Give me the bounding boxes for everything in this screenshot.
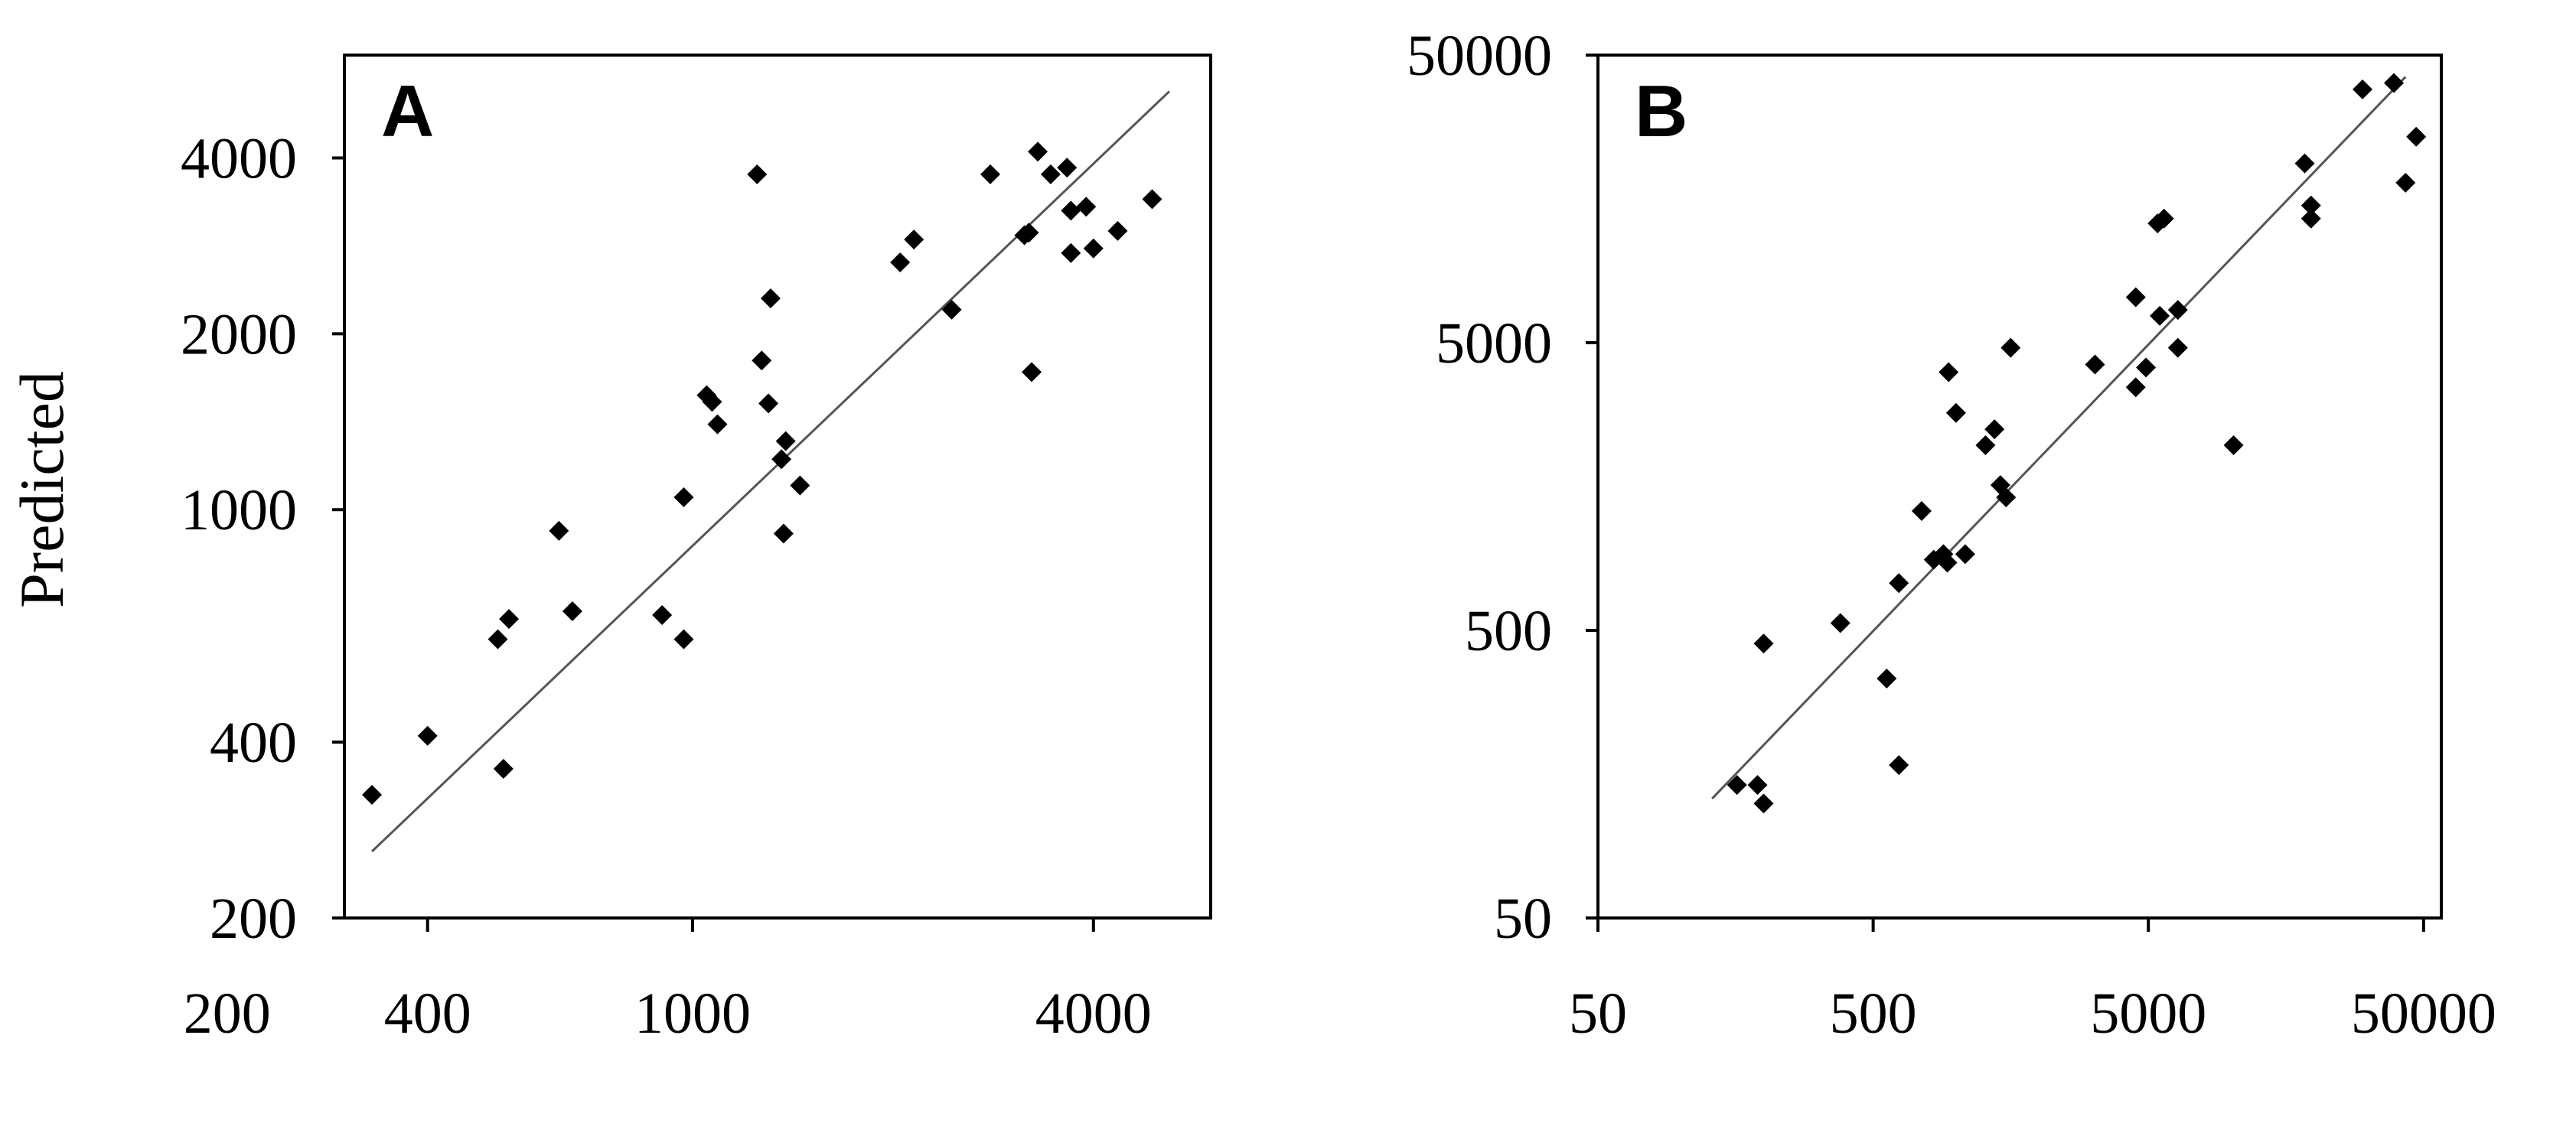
panel-b-data-point-16: [1984, 419, 2005, 440]
panel-b-data-point-36: [2406, 126, 2427, 147]
panel-a-data-point-9: [673, 629, 694, 649]
panel-a-y-tick-label-1: 400: [210, 711, 297, 775]
panel-b-y-tick-label-0: 50: [1494, 887, 1552, 951]
panel-a-data-point-28: [1028, 142, 1048, 162]
panel-a-y-axis-title: Predicted: [7, 371, 77, 608]
panel-b-data-point-18: [1996, 487, 2017, 508]
panel-b-data-point-19: [2000, 337, 2021, 358]
panel-b-data-point-0: [1727, 775, 1747, 796]
panel-a-data-point-22: [904, 229, 924, 250]
panel-a-data-point-34: [1083, 238, 1104, 259]
panel-a-points: [362, 142, 1162, 805]
panel-b-data-point-1: [1747, 775, 1768, 796]
panel-a-frame: [343, 54, 1212, 920]
panel-a-data-point-3: [493, 759, 514, 780]
panel-a-data-point-15: [758, 393, 779, 414]
panel-a: A Predicted 200 400 1000 4000 200 400 1000 2000…: [7, 54, 1212, 1046]
panel-a-data-point-1: [417, 725, 438, 746]
panel-b-points: [1727, 73, 2427, 814]
panel-b-data-point-34: [2384, 73, 2405, 93]
panel-b-x-tick-label-2: 5000: [2090, 981, 2206, 1046]
panel-b-data-point-26: [2154, 208, 2174, 229]
panel-a-data-point-11: [702, 392, 722, 412]
panel-b-fit-line: [1711, 76, 2407, 800]
panel-a-data-point-23: [941, 299, 962, 320]
panel-a-data-point-16: [760, 288, 781, 309]
panel-a-data-point-27: [1021, 362, 1042, 382]
panel-a-data-point-33: [1076, 197, 1097, 217]
panel-b-data-point-29: [2223, 435, 2244, 456]
panel-b-data-point-11: [1937, 552, 1958, 573]
panel-a-data-point-13: [747, 164, 768, 184]
panel-a-label: A: [381, 70, 434, 152]
panel-a-data-point-4: [499, 609, 520, 630]
panel-b-x-tick-label-3: 50000: [2351, 981, 2496, 1046]
panel-b-data-point-5: [1877, 668, 1897, 688]
panel-a-data-point-21: [890, 252, 911, 273]
panel-a-data-point-5: [549, 520, 569, 541]
panel-a-y-tick-label-4: 4000: [181, 126, 297, 190]
panel-b-data-point-12: [1939, 362, 1959, 382]
panel-b-data-point-31: [2300, 195, 2321, 216]
panel-b-data-point-23: [2136, 357, 2157, 378]
panel-b-label: B: [1635, 70, 1687, 152]
panel-a-data-point-2: [487, 629, 508, 649]
panel-a-x-tick-label-0: 200: [184, 981, 271, 1046]
panel-a-fit-line: [370, 90, 1170, 853]
panel-b-data-point-8: [1911, 500, 1932, 521]
panel-b-data-point-35: [2395, 172, 2416, 193]
panel-a-data-point-6: [562, 601, 582, 622]
panel-b-data-point-4: [1830, 613, 1850, 633]
panel-a-ticks: 200 400 1000 4000 200 400 1000 2000 4000: [181, 126, 1152, 1046]
panel-b-data-point-3: [1753, 633, 1774, 654]
panel-b-data-point-33: [2353, 79, 2373, 99]
panel-b-data-point-30: [2294, 153, 2315, 174]
panel-a-data-point-18: [775, 431, 796, 451]
panel-b-data-point-6: [1889, 573, 1909, 594]
panel-a-data-point-26: [1019, 223, 1039, 243]
panel-a-data-point-20: [790, 475, 810, 496]
panel-a-x-tick-label-1: 400: [384, 981, 471, 1046]
panel-a-y-tick-label-3: 2000: [181, 302, 297, 366]
panel-b-data-point-14: [1955, 544, 1975, 565]
panel-b-data-point-28: [2167, 337, 2188, 358]
panel-b-data-point-20: [2085, 354, 2105, 375]
panel-b-y-tick-label-3: 50000: [1407, 24, 1552, 88]
panel-a-data-point-31: [1061, 200, 1081, 221]
panel-b-x-tick-label-1: 500: [1830, 981, 1917, 1046]
panel-b-frame: [1596, 54, 2443, 920]
panel-a-data-point-7: [652, 605, 673, 626]
panel-b-data-point-7: [1889, 755, 1909, 776]
panel-b-data-point-27: [2167, 300, 2188, 321]
panel-b-data-point-22: [2125, 287, 2146, 308]
panel-a-data-point-35: [1107, 220, 1128, 241]
panel-b-y-tick-label-2: 5000: [1436, 311, 1552, 376]
panel-b-data-point-21: [2125, 377, 2146, 398]
panel-a-data-point-14: [752, 350, 772, 371]
panel-a-x-tick-label-2: 1000: [634, 981, 751, 1046]
panel-a-data-point-29: [1040, 164, 1061, 184]
panel-b: B 50 500 5000 50000 50 500 5000 50000: [1407, 24, 2496, 1046]
panel-a-data-point-0: [362, 784, 383, 805]
panel-b-x-tick-label-0: 50: [1569, 981, 1627, 1046]
panel-a-data-point-12: [707, 414, 728, 435]
panel-a-data-point-17: [771, 449, 792, 470]
panel-b-data-point-13: [1945, 402, 1966, 423]
panel-b-data-point-2: [1753, 793, 1774, 814]
panel-a-data-point-30: [1057, 158, 1078, 178]
panel-b-y-tick-label-1: 500: [1465, 599, 1552, 663]
panel-a-y-tick-label-0: 200: [210, 887, 297, 951]
panel-b-data-point-32: [2300, 208, 2321, 229]
panel-a-y-tick-label-2: 1000: [181, 478, 297, 542]
panel-b-data-point-15: [1975, 435, 1996, 456]
panel-a-data-point-36: [1142, 189, 1162, 210]
panel-b-data-point-25: [2150, 305, 2170, 326]
panel-a-data-point-24: [980, 164, 1001, 184]
panel-a-x-tick-label-3: 4000: [1035, 981, 1152, 1046]
panel-a-data-point-32: [1061, 243, 1081, 263]
panel-b-ticks: 50 500 5000 50000 50 500 5000 50000: [1407, 24, 2496, 1046]
panel-a-data-point-19: [773, 523, 794, 544]
panel-a-data-point-8: [673, 487, 694, 508]
